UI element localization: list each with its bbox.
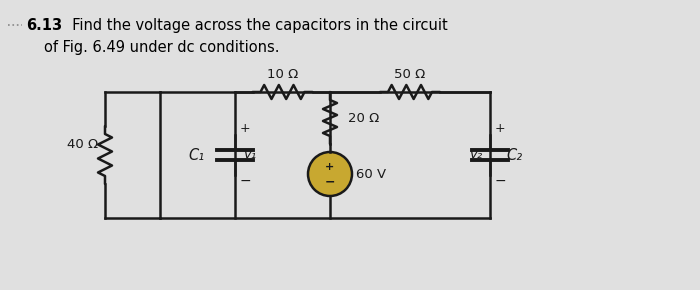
Circle shape: [308, 152, 352, 196]
Text: Find the voltage across the capacitors in the circuit: Find the voltage across the capacitors i…: [63, 18, 448, 33]
Text: 6.13: 6.13: [26, 18, 62, 33]
Text: +: +: [495, 122, 505, 135]
Text: 40 Ω: 40 Ω: [67, 139, 99, 151]
Text: C₂: C₂: [506, 148, 522, 162]
Text: +: +: [326, 162, 335, 172]
Text: +: +: [240, 122, 251, 135]
Text: 60 V: 60 V: [356, 168, 386, 180]
Text: −: −: [495, 174, 507, 188]
Text: v₁: v₁: [243, 148, 256, 162]
Text: 50 Ω: 50 Ω: [394, 68, 426, 81]
Text: of Fig. 6.49 under dc conditions.: of Fig. 6.49 under dc conditions.: [44, 40, 279, 55]
Text: −: −: [325, 175, 335, 188]
Text: v₂: v₂: [469, 148, 482, 162]
Text: C₁: C₁: [189, 148, 205, 162]
Text: −: −: [240, 174, 251, 188]
Text: 10 Ω: 10 Ω: [267, 68, 298, 81]
Text: 20 Ω: 20 Ω: [348, 111, 379, 124]
